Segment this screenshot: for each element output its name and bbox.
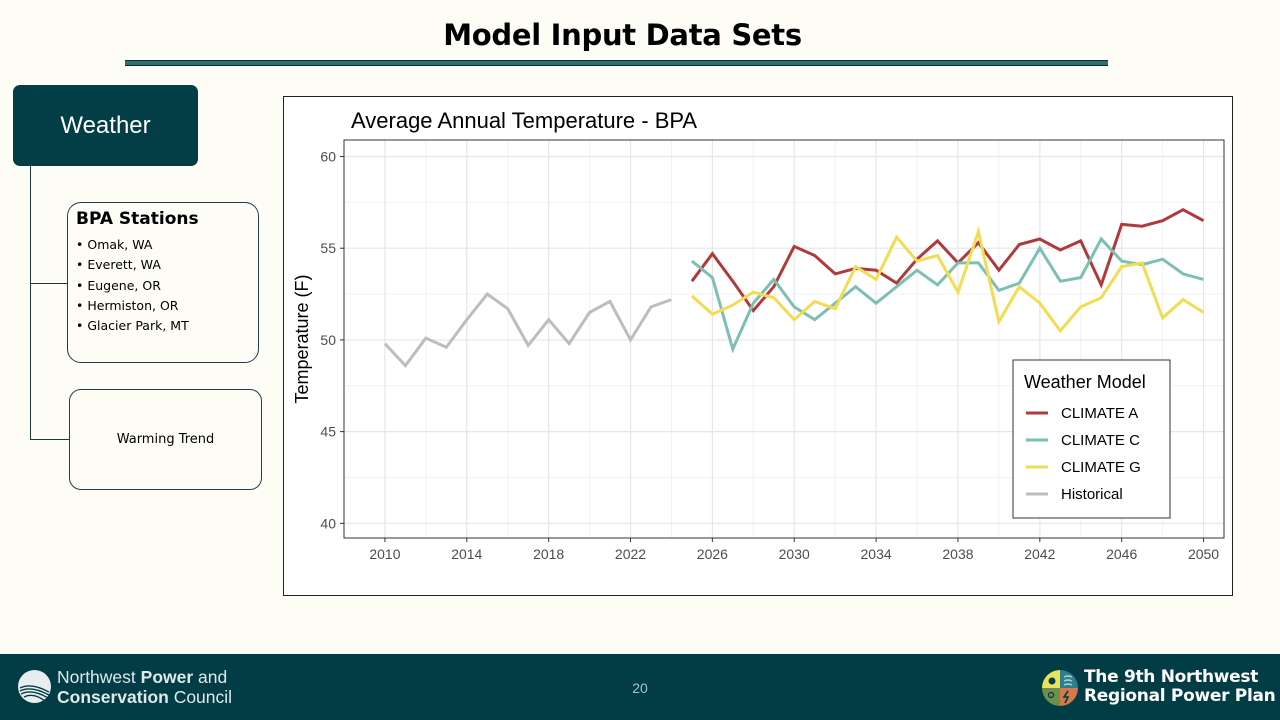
connector-to-stations	[30, 283, 68, 284]
temperature-chart: Average Annual Temperature - BPA 2010 201…	[292, 108, 1225, 562]
plan-title-line: The 9th Northwest	[1084, 667, 1259, 687]
x-tick-label: 2018	[533, 546, 564, 562]
y-axis-label: Temperature (F)	[292, 274, 312, 403]
axes: 2010 2014 2018 2022 2026 2030 2034 2038 2042 2046…	[320, 149, 1219, 562]
y-tick-label: 50	[320, 332, 336, 348]
x-tick-label: 2050	[1188, 546, 1219, 562]
page-number: 20	[632, 680, 648, 696]
org-name-part: Council	[168, 687, 233, 707]
y-tick-label: 45	[320, 424, 336, 440]
series-line-historical	[383, 292, 672, 368]
plan-title-line: Regional Power Plan	[1084, 686, 1276, 706]
x-tick-label: 2030	[779, 546, 810, 562]
station-item: Eugene, OR	[76, 276, 250, 296]
stations-list: Omak, WA Everett, WA Eugene, OR Hermisto…	[76, 235, 250, 336]
connector-vertical	[30, 166, 31, 440]
legend-label: CLIMATE A	[1061, 405, 1138, 422]
legend-title: Weather Model	[1024, 372, 1146, 392]
org-name-part: and	[193, 667, 228, 687]
x-tick-label: 2026	[697, 546, 728, 562]
x-tick-label: 2014	[451, 546, 482, 562]
org-name-part: Northwest	[57, 667, 141, 687]
legend-label: Historical	[1061, 486, 1123, 503]
legend-label: CLIMATE G	[1061, 459, 1141, 476]
warming-trend-label: Warming Trend	[116, 432, 215, 447]
connector-to-warming	[30, 439, 70, 440]
y-tick-label: 55	[320, 240, 336, 256]
station-item: Hermiston, OR	[76, 296, 250, 316]
y-tick-label: 40	[320, 515, 336, 531]
x-tick-label: 2042	[1024, 546, 1055, 562]
bpa-stations-node: BPA Stations Omak, WA Everett, WA Eugene…	[67, 202, 259, 363]
station-item: Everett, WA	[76, 255, 250, 275]
nwpcc-wordmark: Northwest Power and Conservation Council	[57, 667, 232, 707]
power-plan-logo-icon	[1042, 670, 1078, 706]
x-tick-label: 2046	[1106, 546, 1137, 562]
weather-node-label: Weather	[60, 111, 151, 139]
x-tick-label: 2034	[861, 546, 892, 562]
station-item: Glacier Park, MT	[76, 316, 250, 336]
nwpcc-logo-icon	[18, 670, 51, 703]
footer: Northwest Power and Conservation Council…	[0, 654, 1280, 720]
legend-label: CLIMATE C	[1061, 432, 1140, 449]
legend: Weather Model CLIMATE A CLIMATE C CLIMATE G…	[1012, 359, 1171, 519]
station-item: Omak, WA	[76, 235, 250, 255]
title-divider	[125, 60, 1108, 66]
org-name-part: Conservation	[57, 687, 169, 707]
x-tick-label: 2022	[615, 546, 646, 562]
power-plan-wordmark: The 9th Northwest Regional Power Plan	[1084, 667, 1276, 706]
slide-title: Model Input Data Sets	[443, 18, 802, 52]
x-tick-label: 2010	[369, 546, 400, 562]
y-tick-label: 60	[320, 149, 336, 165]
chart-panel: Average Annual Temperature - BPA 2010 201…	[283, 96, 1233, 596]
chart-title: Average Annual Temperature - BPA	[351, 108, 697, 133]
plot-border	[343, 139, 1225, 539]
x-tick-label: 2038	[942, 546, 973, 562]
org-name-part: Power	[140, 667, 194, 687]
series-layer	[383, 207, 1205, 368]
bpa-stations-title: BPA Stations	[76, 209, 199, 229]
series-line-climate-g	[690, 226, 1205, 334]
series-line-climate-a	[690, 207, 1205, 314]
weather-node: Weather	[13, 85, 198, 166]
warming-trend-node: Warming Trend	[69, 389, 262, 490]
